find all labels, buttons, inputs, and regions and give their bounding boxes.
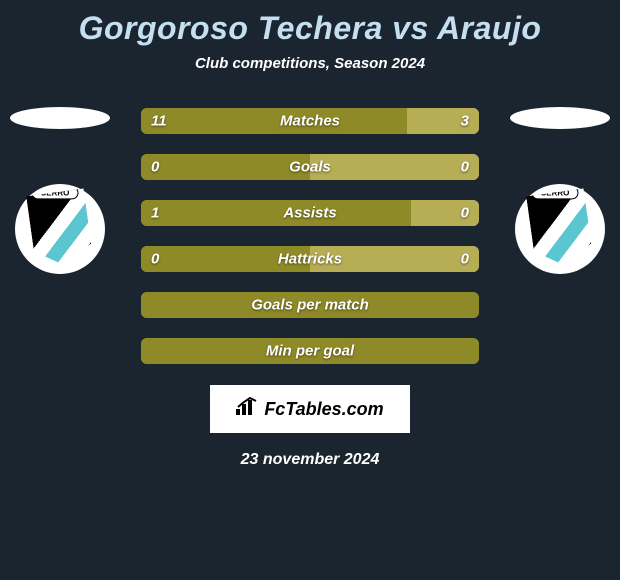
stat-label: Goals per match bbox=[251, 297, 369, 314]
stat-left-value: 11 bbox=[151, 113, 167, 130]
stat-row: 0 0 Goals bbox=[140, 153, 480, 181]
stat-row: 1 0 Assists bbox=[140, 199, 480, 227]
right-player-col bbox=[510, 107, 610, 274]
stat-left-value: 1 bbox=[151, 205, 159, 222]
player-photo-placeholder-left bbox=[10, 107, 110, 129]
stat-label: Matches bbox=[280, 113, 340, 130]
stat-row: 0 0 Hattricks bbox=[140, 245, 480, 273]
stat-right-fill bbox=[310, 154, 479, 180]
club-badge-right bbox=[515, 184, 605, 274]
stat-right-value: 3 bbox=[461, 113, 469, 130]
stat-left-fill bbox=[141, 154, 310, 180]
stat-row: 11 3 Matches bbox=[140, 107, 480, 135]
stat-left-value: 0 bbox=[151, 159, 159, 176]
stat-label: Assists bbox=[283, 205, 336, 222]
stat-label: Goals bbox=[289, 159, 331, 176]
stat-label: Hattricks bbox=[278, 251, 342, 268]
stat-row: Goals per match bbox=[140, 291, 480, 319]
stats-bars: 11 3 Matches 0 0 Goals 1 0 Assists 0 0 Hattricks Goa… bbox=[140, 107, 480, 365]
club-badge-inner-left bbox=[26, 188, 94, 269]
stat-label: Min per goal bbox=[266, 343, 354, 360]
stat-right-value: 0 bbox=[461, 251, 469, 268]
comparison-title: Gorgoroso Techera vs Araujo bbox=[0, 0, 620, 47]
footer-logo-text: FcTables.com bbox=[264, 399, 383, 420]
footer-date: 23 november 2024 bbox=[0, 451, 620, 469]
chart-icon bbox=[236, 397, 258, 421]
club-badge-left bbox=[15, 184, 105, 274]
stat-left-fill bbox=[141, 108, 407, 134]
player-photo-placeholder-right bbox=[510, 107, 610, 129]
left-player-col bbox=[10, 107, 110, 274]
stat-right-value: 0 bbox=[461, 205, 469, 222]
footer-logo: FcTables.com bbox=[210, 385, 410, 433]
stat-left-value: 0 bbox=[151, 251, 159, 268]
content-wrap: 11 3 Matches 0 0 Goals 1 0 Assists 0 0 Hattricks Goa… bbox=[0, 107, 620, 365]
club-badge-inner-right bbox=[526, 188, 594, 269]
stat-left-fill bbox=[141, 200, 411, 226]
comparison-subtitle: Club competitions, Season 2024 bbox=[0, 55, 620, 72]
stat-right-value: 0 bbox=[461, 159, 469, 176]
stat-row: Min per goal bbox=[140, 337, 480, 365]
